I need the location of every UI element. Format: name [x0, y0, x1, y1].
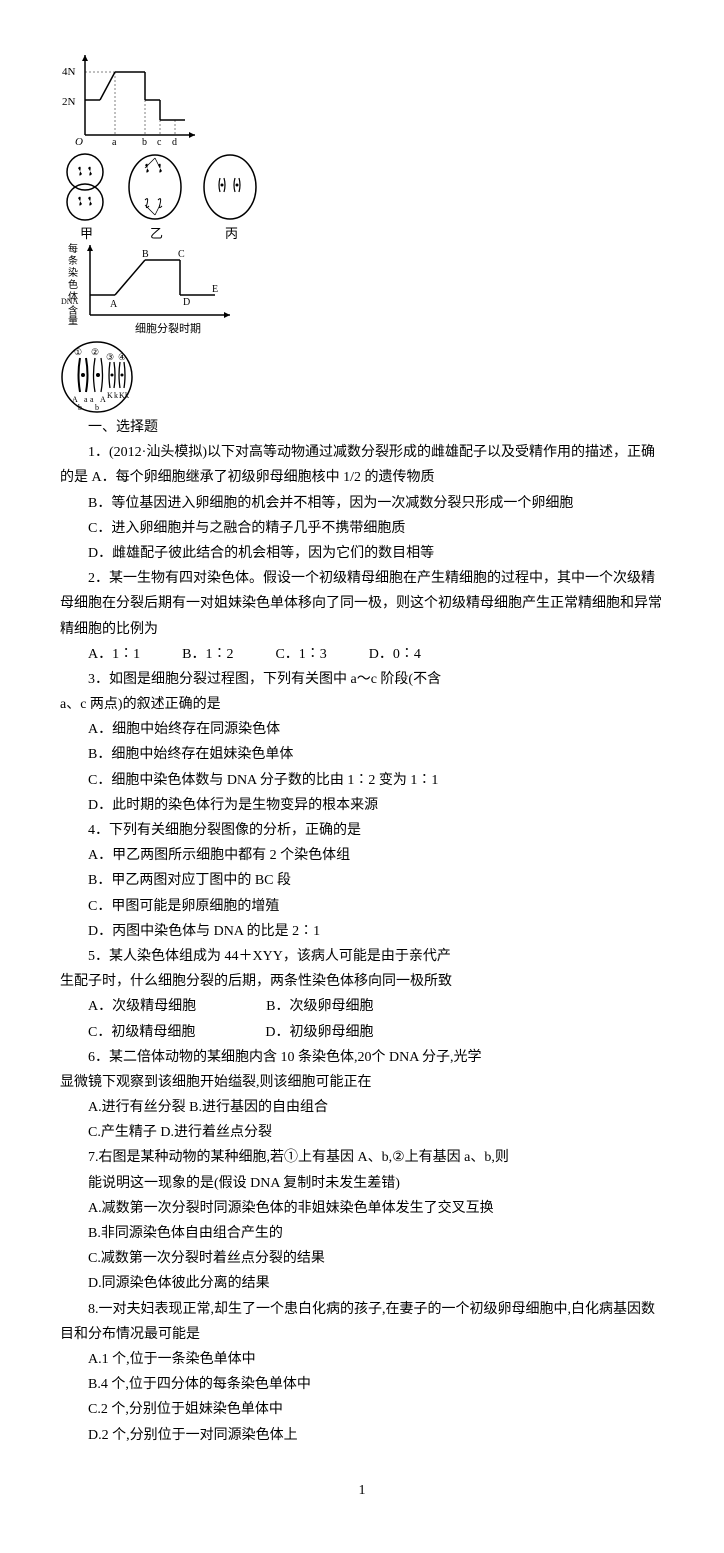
q7-line2: 能说明这一现象的是(假设 DNA 复制时未发生差错): [60, 1171, 664, 1196]
q4-option-c: C．甲图可能是卵原细胞的增殖: [60, 894, 664, 919]
page-number: 1: [60, 1478, 664, 1503]
x-axis-label: 细胞分裂时期: [135, 322, 201, 335]
q3-option-c: C．细胞中染色体数与 DNA 分子数的比由 1∶2 变为 1∶1: [60, 768, 460, 793]
svg-text:②: ②: [91, 347, 99, 357]
q7-option-b: B.非同源染色体自由组合产生的: [60, 1221, 664, 1246]
q6-options-cd: C.产生精子 D.进行着丝点分裂: [60, 1120, 664, 1145]
svg-text:b: b: [142, 137, 147, 148]
q5-stem: 5．某人染色体组成为 44＋XYY，该病人可能是由于亲代产生配子时，什么细胞分裂…: [60, 944, 460, 994]
svg-text:乙: 乙: [150, 226, 163, 241]
q8-stem: 8.一对夫妇表现正常,却生了一个患白化病的孩子,在妻子的一个初级卵母细胞中,白化…: [60, 1297, 664, 1347]
q3-option-b: B．细胞中始终存在姐妹染色单体: [60, 742, 664, 767]
svg-text:C: C: [178, 249, 185, 260]
q3-option-d: D．此时期的染色体行为是生物变异的根本来源: [60, 793, 664, 818]
q5-options-ab: A．次级精母细胞 B．次级卵母细胞: [60, 994, 664, 1019]
svg-text:d: d: [172, 137, 177, 148]
q5-option-b: B．次级卵母细胞: [266, 999, 373, 1014]
svg-text:色: 色: [68, 278, 78, 291]
q5-option-d: D．初级卵母细胞: [265, 1025, 373, 1040]
q2-stem: 2．某一生物有四对染色体。假设一个初级精母细胞在产生精细胞的过程中，其中一个次级…: [60, 566, 664, 642]
q3-option-a: A．细胞中始终存在同源染色体: [60, 717, 664, 742]
svg-text:DNA: DNA: [61, 297, 79, 306]
svg-text:a: a: [112, 137, 117, 148]
q4-option-b: B．甲乙两图对应丁图中的 BC 段: [60, 868, 664, 893]
q5-option-a: A．次级精母细胞: [88, 999, 196, 1014]
origin-label: O: [75, 136, 83, 148]
q1-stem: 1．(2012·汕头模拟)以下对高等动物通过减数分裂形成的雌雄配子以及受精作用的…: [60, 440, 664, 490]
svg-text:c: c: [157, 137, 162, 148]
chromosome-cell-diagram: ① ② ③ ④ A a a A b b K k K k: [60, 340, 135, 415]
svg-text:③: ③: [106, 352, 114, 362]
dna-graph-1: 4N 2N O a b c d: [60, 50, 200, 150]
svg-text:k: k: [114, 391, 118, 400]
svg-text:①: ①: [74, 347, 82, 357]
dna-per-chromosome-graph: 每 条 染 色 体 DNA 含 量 A B C D E 细胞分裂时期: [60, 240, 235, 340]
svg-text:条: 条: [68, 254, 78, 267]
section-title: 一、选择题: [60, 415, 664, 440]
svg-text:a: a: [84, 395, 88, 404]
svg-text:B: B: [142, 249, 149, 260]
q5-option-c: C．初级精母细胞: [88, 1025, 195, 1040]
svg-text:④: ④: [118, 352, 126, 362]
q7-option-d: D.同源染色体彼此分离的结果: [60, 1271, 664, 1296]
q8-option-d: D.2 个,分别位于一对同源染色体上: [60, 1423, 664, 1448]
q6-stem: 6．某二倍体动物的某细胞内含 10 条染色体,20个 DNA 分子,光学显微镜下…: [60, 1045, 490, 1095]
svg-text:k: k: [125, 391, 129, 400]
y-axis-label: 每: [68, 242, 78, 255]
q4-option-a: A．甲乙两图所示细胞中都有 2 个染色体组: [60, 843, 664, 868]
q2-options: A．1∶1 B．1∶2 C．1∶3 D．0∶4: [60, 642, 664, 667]
q5-options-cd: C．初级精母细胞 D．初级卵母细胞: [60, 1020, 664, 1045]
cell-bing: 丙: [204, 155, 256, 241]
y-label-2n: 2N: [62, 96, 76, 108]
cell-jia: 甲: [67, 154, 103, 241]
cell-yi: 乙: [129, 155, 181, 241]
q7-option-a: A.减数第一次分裂时同源染色体的非姐妹染色单体发生了交叉互换: [60, 1196, 664, 1221]
y-label-4n: 4N: [62, 66, 76, 78]
svg-text:丙: 丙: [225, 226, 238, 241]
q7-option-c: C.减数第一次分裂时着丝点分裂的结果: [60, 1246, 664, 1271]
svg-text:A: A: [100, 395, 106, 404]
svg-text:E: E: [212, 284, 218, 295]
q4-option-d: D．丙图中染色体与 DNA 的比是 2∶1: [60, 919, 664, 944]
q8-option-c: C.2 个,分别位于姐妹染色单体中: [60, 1397, 664, 1422]
q1-option-b: B．等位基因进入卵细胞的机会并不相等，因为一次减数分裂只形成一个卵细胞: [60, 491, 664, 516]
q3-stem: 3．如图是细胞分裂过程图，下列有关图中 a～c 阶段(不含 a、c 两点)的叙述…: [60, 667, 460, 717]
svg-text:D: D: [183, 297, 190, 308]
svg-text:A: A: [110, 299, 118, 310]
svg-text:a: a: [90, 395, 94, 404]
q1-option-d: D．雌雄配子彼此结合的机会相等，因为它们的数目相等: [60, 541, 664, 566]
svg-text:甲: 甲: [80, 226, 93, 241]
q4-stem: 4．下列有关细胞分裂图像的分析，正确的是: [60, 818, 664, 843]
svg-text:b: b: [78, 403, 82, 412]
q8-option-b: B.4 个,位于四分体的每条染色单体中: [60, 1372, 664, 1397]
svg-text:量: 量: [68, 315, 78, 327]
q7-stem: 7.右图是某种动物的某种细胞,若①上有基因 A、b,②上有基因 a、b,则: [60, 1145, 530, 1170]
q8-option-a: A.1 个,位于一条染色单体中: [60, 1347, 664, 1372]
svg-text:b: b: [95, 403, 99, 412]
q1-option-c: C．进入卵细胞并与之融合的精子几乎不携带细胞质: [60, 516, 664, 541]
svg-text:染: 染: [68, 266, 78, 279]
svg-text:K: K: [107, 391, 113, 400]
q6-options-ab: A.进行有丝分裂 B.进行基因的自由组合: [60, 1095, 664, 1120]
cell-division-figures: 甲 乙 丙: [60, 150, 260, 240]
